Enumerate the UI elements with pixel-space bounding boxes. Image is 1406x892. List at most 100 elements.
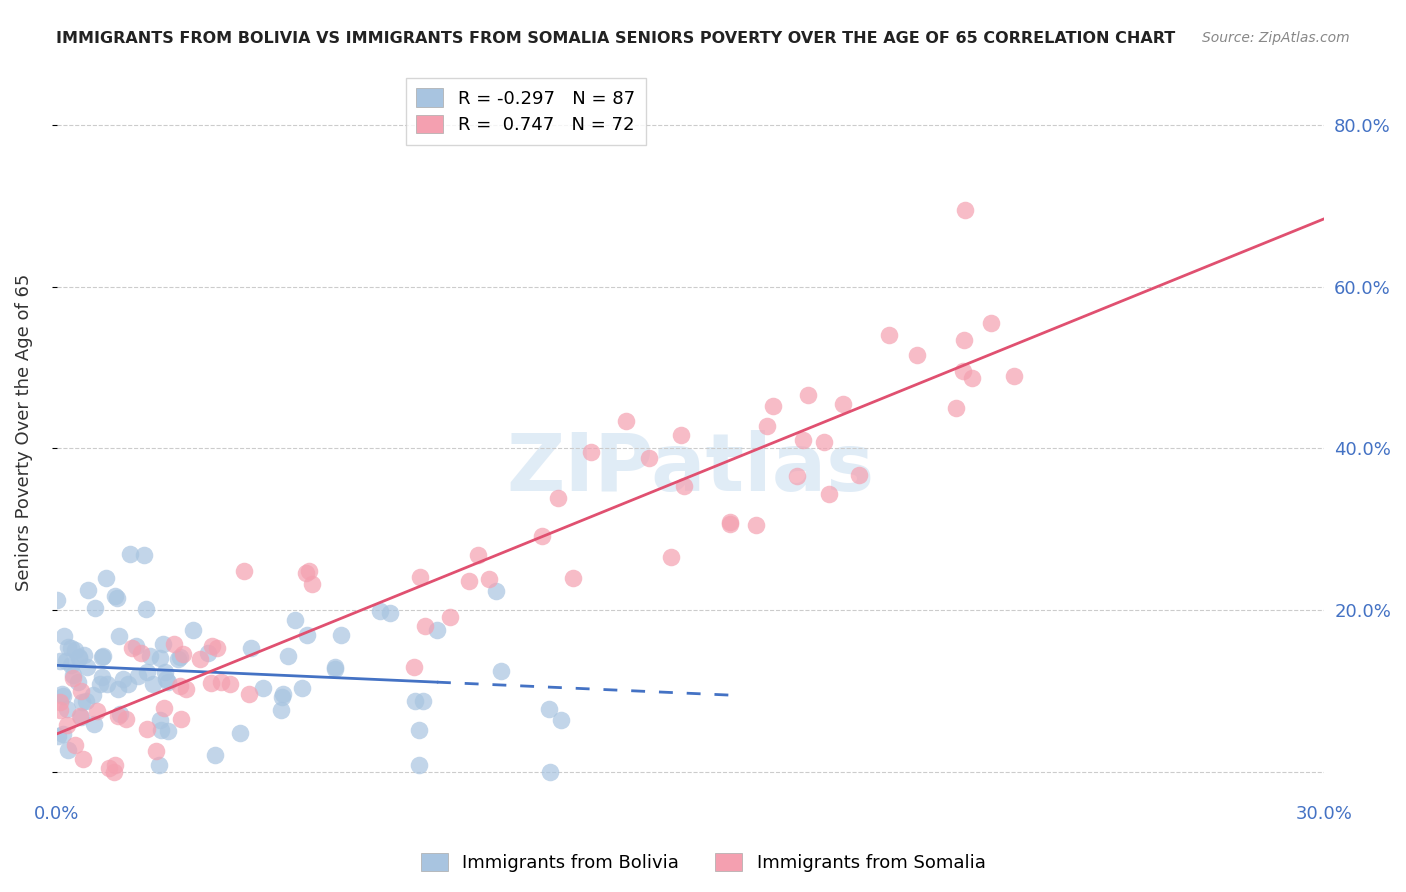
Point xyxy=(156,723,179,738)
Point xyxy=(56,718,79,732)
Point xyxy=(538,764,561,779)
Point xyxy=(167,652,190,666)
Point xyxy=(55,654,77,668)
Point xyxy=(813,434,835,449)
Point xyxy=(817,487,839,501)
Point xyxy=(616,414,638,428)
Point xyxy=(762,399,785,413)
Point xyxy=(561,571,583,585)
Point xyxy=(579,444,602,458)
Point xyxy=(105,591,128,605)
Point xyxy=(45,593,67,607)
Point xyxy=(402,660,425,674)
Point xyxy=(547,491,569,505)
Point xyxy=(148,758,170,772)
Point xyxy=(52,689,75,703)
Point xyxy=(127,668,149,682)
Point xyxy=(239,641,262,656)
Text: IMMIGRANTS FROM BOLIVIA VS IMMIGRANTS FROM SOMALIA SENIORS POVERTY OVER THE AGE : IMMIGRANTS FROM BOLIVIA VS IMMIGRANTS FR… xyxy=(56,31,1175,46)
Point xyxy=(672,478,695,492)
Point xyxy=(426,624,449,638)
Point xyxy=(439,610,461,624)
Point xyxy=(271,687,294,701)
Point xyxy=(786,468,808,483)
Point xyxy=(76,660,98,674)
Point xyxy=(204,747,226,762)
Text: ZIPatlas: ZIPatlas xyxy=(506,430,875,508)
Point xyxy=(153,665,176,679)
Point xyxy=(69,709,91,723)
Point xyxy=(323,660,346,674)
Point xyxy=(295,566,318,580)
Point xyxy=(86,704,108,718)
Point xyxy=(174,681,197,696)
Point xyxy=(485,584,508,599)
Point xyxy=(718,517,741,532)
Point xyxy=(117,677,139,691)
Point xyxy=(104,589,127,603)
Point xyxy=(329,627,352,641)
Point xyxy=(408,758,430,772)
Point xyxy=(139,649,162,664)
Point xyxy=(51,687,73,701)
Point xyxy=(301,577,323,591)
Point xyxy=(745,518,768,533)
Point xyxy=(103,764,125,779)
Y-axis label: Seniors Poverty Over the Age of 65: Seniors Poverty Over the Age of 65 xyxy=(15,274,32,591)
Point xyxy=(905,348,928,362)
Point xyxy=(163,637,186,651)
Point xyxy=(960,371,983,385)
Point xyxy=(48,654,70,668)
Point xyxy=(63,643,86,657)
Point xyxy=(59,640,82,655)
Point xyxy=(107,708,129,723)
Point xyxy=(792,434,814,448)
Point xyxy=(718,515,741,529)
Point xyxy=(368,604,391,618)
Point xyxy=(945,401,967,416)
Point xyxy=(291,681,314,695)
Point xyxy=(97,761,120,775)
Point xyxy=(197,646,219,660)
Point xyxy=(659,549,682,564)
Point xyxy=(979,316,1001,330)
Point xyxy=(150,723,173,737)
Point xyxy=(201,639,224,653)
Point xyxy=(82,688,104,702)
Point xyxy=(83,716,105,731)
Point xyxy=(112,673,135,687)
Point xyxy=(952,364,974,378)
Point xyxy=(70,683,93,698)
Point xyxy=(169,650,191,665)
Point xyxy=(832,396,855,410)
Point xyxy=(73,648,96,662)
Point xyxy=(134,548,156,562)
Point xyxy=(52,727,75,741)
Point xyxy=(59,657,82,672)
Point xyxy=(200,675,222,690)
Text: Source: ZipAtlas.com: Source: ZipAtlas.com xyxy=(1202,31,1350,45)
Point xyxy=(271,690,294,705)
Point xyxy=(115,713,138,727)
Point xyxy=(136,665,159,679)
Point xyxy=(63,738,86,752)
Point xyxy=(323,662,346,676)
Point xyxy=(478,572,501,586)
Point xyxy=(405,694,427,708)
Point xyxy=(96,571,118,585)
Point xyxy=(62,671,84,685)
Point xyxy=(70,709,93,723)
Point xyxy=(797,388,820,402)
Point xyxy=(118,547,141,561)
Point xyxy=(157,674,180,689)
Point xyxy=(142,677,165,691)
Legend: Immigrants from Bolivia, Immigrants from Somalia: Immigrants from Bolivia, Immigrants from… xyxy=(409,842,997,883)
Point xyxy=(238,687,260,701)
Point xyxy=(270,703,292,717)
Point xyxy=(467,549,489,563)
Point xyxy=(638,451,661,466)
Point xyxy=(188,652,211,666)
Point xyxy=(848,467,870,482)
Point xyxy=(205,641,228,656)
Point xyxy=(1002,368,1025,383)
